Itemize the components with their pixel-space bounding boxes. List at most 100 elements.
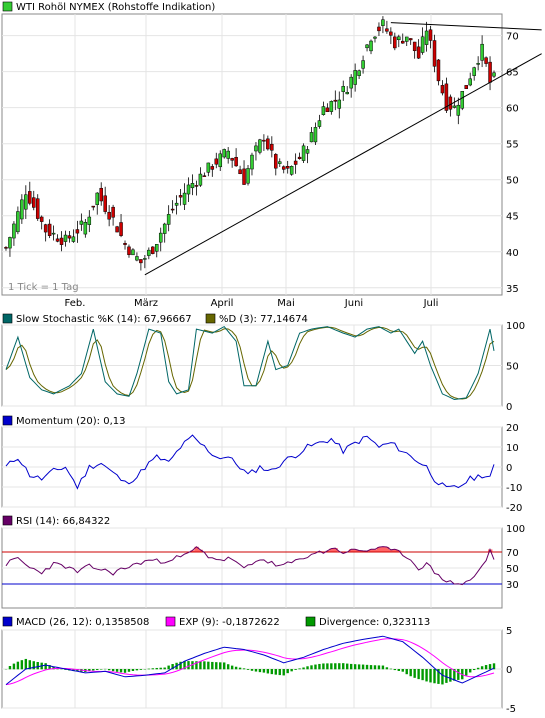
candle-up [16, 211, 20, 233]
divergence-bar [234, 666, 238, 670]
rsi-y-tick-label: 70 [506, 548, 519, 559]
rsi-overbought-fill [376, 547, 382, 552]
stochastic-lines [5, 325, 495, 401]
price-x-tick-label: März [134, 298, 158, 309]
candle-down [377, 26, 381, 32]
candle-up [206, 162, 211, 173]
candle-up [250, 154, 254, 170]
candle-down [139, 259, 143, 264]
momentum-y-tick-label: 20 [506, 423, 519, 434]
candle-up [404, 36, 409, 42]
candle-down [385, 28, 389, 32]
candle-down [111, 206, 115, 218]
candle-up [95, 192, 99, 205]
candle-down [389, 31, 393, 36]
candle-down [28, 191, 32, 204]
stochastic-y-tick-label: 100 [506, 321, 525, 332]
candle-up [143, 258, 147, 260]
candle-up [190, 183, 195, 189]
stochastic-panel: 0 50 100 Slow Stochastic %K (14): 67,96667… [1, 313, 525, 413]
candle-down [270, 143, 274, 151]
candle-up [456, 104, 461, 116]
candle-down [401, 40, 405, 44]
price-y-tick-label: 65 [506, 68, 519, 79]
candle-up [71, 236, 76, 242]
candle-up [51, 232, 56, 235]
divergence-bar [246, 669, 250, 670]
divergence-bar [88, 669, 91, 672]
divergence-bar [52, 666, 55, 670]
candle-up [301, 145, 306, 161]
candle-down [67, 235, 72, 239]
macd-label: MACD (26, 12): 0,1358508 [16, 617, 149, 628]
price-x-tick-label: Mai [277, 298, 295, 309]
divergence-bar [123, 669, 127, 673]
candle-down [178, 195, 183, 198]
exp-swatch [165, 616, 176, 627]
divergence-bar [219, 662, 222, 670]
momentum-y-tick-label: 10 [506, 443, 519, 454]
stoch-d-label: %D (3): 77,14674 [219, 314, 308, 325]
divergence-bar [107, 669, 111, 671]
divergence-swatch [305, 616, 316, 627]
candle-up [174, 202, 179, 206]
divergence-bar [127, 669, 131, 672]
divergence-bar [230, 665, 234, 670]
candle-down [242, 168, 246, 185]
candle-up [147, 249, 151, 256]
stochastic-grid [2, 324, 502, 407]
candle-up [182, 192, 187, 205]
candle-down [464, 85, 468, 89]
divergence-bar [12, 663, 16, 670]
candle-up [361, 60, 365, 69]
candle-up [305, 149, 310, 154]
candle-down [115, 226, 119, 233]
stoch-d-swatch [205, 313, 216, 324]
divergence-bar [334, 663, 337, 670]
divergence-bar [187, 661, 190, 670]
divergence-bar [215, 662, 218, 670]
exp-line [5, 638, 495, 686]
price-candles [4, 16, 496, 271]
divergence-bar [441, 669, 444, 685]
divergence-bar [429, 669, 432, 683]
divergence-bar [465, 669, 468, 676]
divergence-bar [115, 669, 119, 672]
candle-down [47, 223, 52, 236]
divergence-bar [365, 664, 369, 670]
candle-up [226, 150, 230, 159]
divergence-bar [405, 669, 408, 675]
divergence-bar [373, 665, 377, 670]
candle-down [238, 169, 242, 174]
candle-up [158, 232, 163, 243]
divergence-bar [353, 664, 357, 670]
candle-down [214, 158, 219, 165]
divergence-bar [449, 669, 452, 682]
candle-up [278, 161, 282, 164]
divergence-bar [338, 663, 341, 670]
candle-up [186, 184, 191, 195]
rsi-overbought-fill [380, 546, 386, 552]
candle-down [325, 107, 330, 112]
stochastic-y-ticks: 0 50 100 [506, 321, 525, 413]
rsi-y-ticks: 30 50 70 100 [506, 524, 525, 591]
candle-up [131, 249, 135, 256]
price-grid [2, 14, 502, 295]
divergence-bar [326, 663, 329, 670]
divergence-bar [270, 669, 274, 675]
candle-down [123, 243, 127, 245]
candle-down [99, 187, 103, 202]
macd-y-tick-label: 0 [506, 665, 512, 676]
candle-down [393, 36, 397, 49]
candle-up [341, 86, 345, 92]
price-x-tick-label: Juli [423, 298, 439, 309]
candle-up [321, 106, 326, 115]
momentum-lines [5, 434, 495, 490]
divergence-bar [96, 669, 99, 670]
rsi-line [5, 546, 495, 586]
divergence-bar [24, 658, 28, 670]
candle-up [135, 256, 139, 261]
divergence-bar [211, 661, 214, 670]
macd-y-tick-label: 5 [506, 626, 512, 637]
